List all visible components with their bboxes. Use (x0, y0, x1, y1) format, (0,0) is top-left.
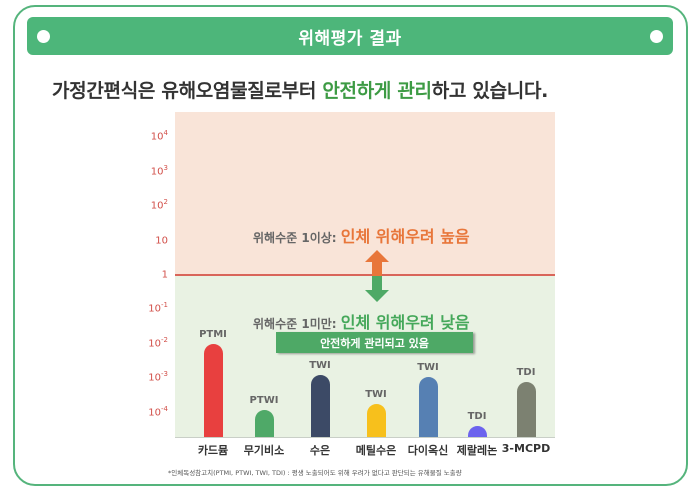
low-risk-prefix: 위해수준 1미만: (253, 317, 341, 331)
section-title: 위해평가 결과 (298, 28, 402, 49)
threshold-line (175, 274, 555, 276)
x-category-label: 무기비소 (243, 444, 285, 457)
headline-suffix: 하고 있습니다. (431, 80, 549, 102)
dot-icon (650, 30, 663, 43)
bar (467, 426, 487, 437)
headline-highlight: 안전하게 관리 (322, 80, 432, 102)
bar-reference-label: PTMI (199, 328, 227, 340)
bar (254, 409, 274, 437)
x-axis-line (175, 437, 555, 438)
risk-chart (175, 112, 555, 438)
x-category-label: 다이옥신 (407, 444, 449, 457)
footnote: *인체독성참고치(PTMI, PTWI, TWI, TDI) : 평생 노출되어… (168, 469, 462, 477)
high-risk-zone (175, 112, 555, 275)
dot-icon (37, 30, 50, 43)
y-tick-label: 10-2 (148, 335, 168, 350)
x-category-label: 제랄레논 (456, 444, 498, 457)
safe-badge: 안전하게 관리되고 있음 (276, 332, 473, 353)
x-category-label: 메틸수은 (355, 444, 397, 457)
high-risk-label: 인체 위해우려 높음 (340, 227, 470, 246)
x-category-label: 수은 (309, 444, 331, 457)
double-arrow-icon (365, 250, 389, 302)
y-tick-label: 103 (150, 163, 168, 178)
y-tick-label: 1 (161, 269, 168, 281)
y-tick-label: 10-4 (148, 404, 168, 419)
y-tick-label: 10-3 (148, 370, 168, 384)
bar (310, 375, 330, 437)
low-risk-zone (175, 275, 555, 438)
bar-reference-label: TDI (467, 411, 487, 423)
bar (366, 403, 386, 437)
x-category-label: 카드뮴 (197, 444, 229, 457)
headline: 가정간편식은 유해오염물질로부터 안전하게 관리하고 있습니다. (52, 76, 548, 103)
section-header: 위해평가 결과 (27, 17, 673, 55)
y-tick-label: 10-1 (148, 301, 168, 315)
bar-reference-label: TWI (417, 361, 439, 373)
high-risk-prefix: 위해수준 1이상: (253, 231, 341, 245)
bar-reference-label: PTWI (249, 394, 279, 406)
headline-prefix: 가정간편식은 유해오염물질로부터 (52, 80, 323, 102)
bar-reference-label: TWI (365, 388, 387, 400)
x-category-label: 3-MCPD (501, 442, 551, 455)
high-risk-note: 위해수준 1이상: 인체 위해우려 높음 (253, 223, 470, 247)
bar (516, 381, 536, 437)
bar-reference-label: TDI (516, 366, 536, 378)
y-tick-label: 10 (155, 235, 168, 247)
y-tick-label: 102 (150, 198, 168, 212)
low-risk-note: 위해수준 1미만: 인체 위해우려 낮음 (253, 309, 470, 333)
bar-reference-label: TWI (309, 360, 331, 372)
bar (203, 343, 223, 437)
low-risk-label: 인체 위해우려 낮음 (340, 313, 470, 332)
bar (418, 376, 438, 437)
y-tick-label: 104 (150, 129, 168, 143)
